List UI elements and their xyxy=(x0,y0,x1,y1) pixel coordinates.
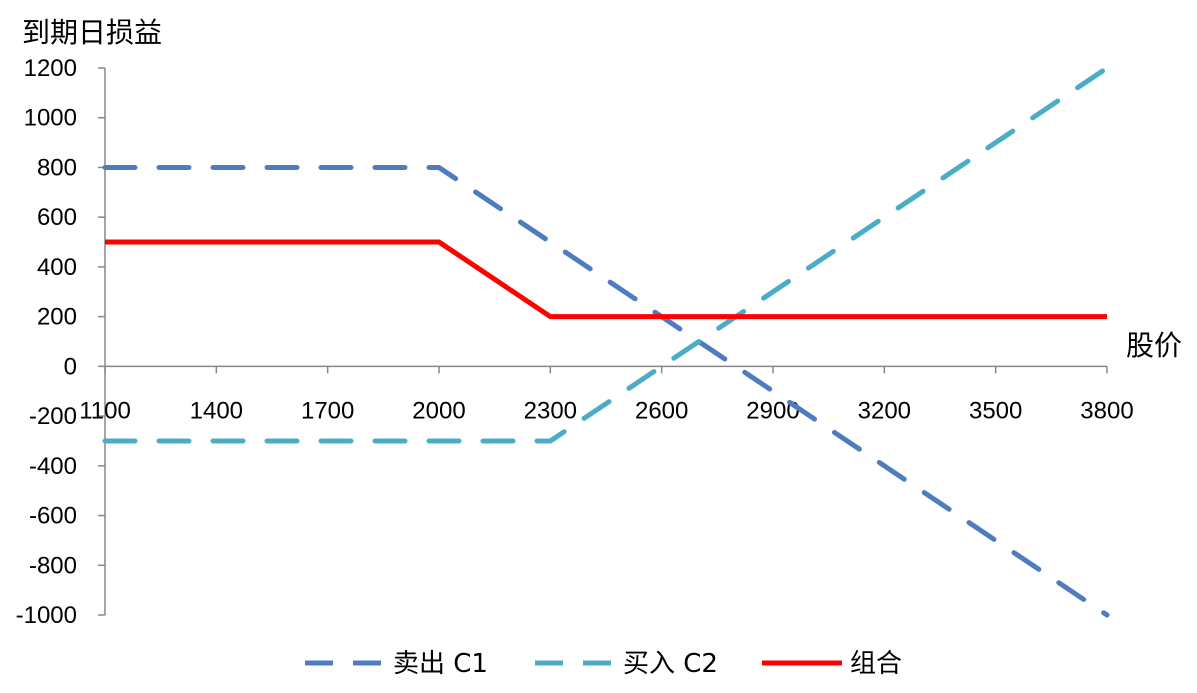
x-axis-title: 股价 xyxy=(1126,329,1182,362)
legend: 卖出 C1 买入 C2 组合 xyxy=(305,649,902,679)
legend-label-1: 卖出 C1 xyxy=(393,649,488,679)
series-line-1 xyxy=(102,165,1110,618)
y-tick-label: -400 xyxy=(29,453,77,480)
x-tick-label: 1400 xyxy=(190,397,243,424)
x-tick-label: 2600 xyxy=(635,397,688,424)
x-tick-label: 2300 xyxy=(524,397,577,424)
y-tick-label: 0 xyxy=(64,353,77,380)
y-tick-label: 1200 xyxy=(24,55,77,82)
x-tick-label: 1700 xyxy=(301,397,354,424)
y-tick-label: -1000 xyxy=(16,602,77,629)
legend-label-2: 买入 C2 xyxy=(623,649,718,679)
series-line-2 xyxy=(102,65,1110,444)
x-tick-label: 1100 xyxy=(79,397,131,424)
y-tick-label: 1000 xyxy=(24,105,77,132)
x-tick-label: 3800 xyxy=(1080,397,1133,424)
series-layer xyxy=(102,65,1110,618)
x-tick-label: 3200 xyxy=(858,397,911,424)
y-tick-label: 600 xyxy=(37,204,77,231)
y-tick-label: 800 xyxy=(37,154,77,181)
y-tick-label: 200 xyxy=(37,304,77,331)
x-tick-label: 3500 xyxy=(969,397,1022,424)
y-tick-label: 400 xyxy=(37,254,77,281)
x-tick-label: 2000 xyxy=(412,397,465,424)
y-tick-label: -800 xyxy=(29,552,77,579)
y-tick-label: -600 xyxy=(29,503,77,530)
legend-label-3: 组合 xyxy=(850,649,902,679)
series-line-3 xyxy=(105,239,1107,320)
axes: -1000 -800 -600 -400 -200 0 200 400 600 800 1000 12… xyxy=(16,55,1134,629)
y-axis-title: 到期日损益 xyxy=(22,16,162,49)
y-tick-label: -200 xyxy=(29,403,77,430)
